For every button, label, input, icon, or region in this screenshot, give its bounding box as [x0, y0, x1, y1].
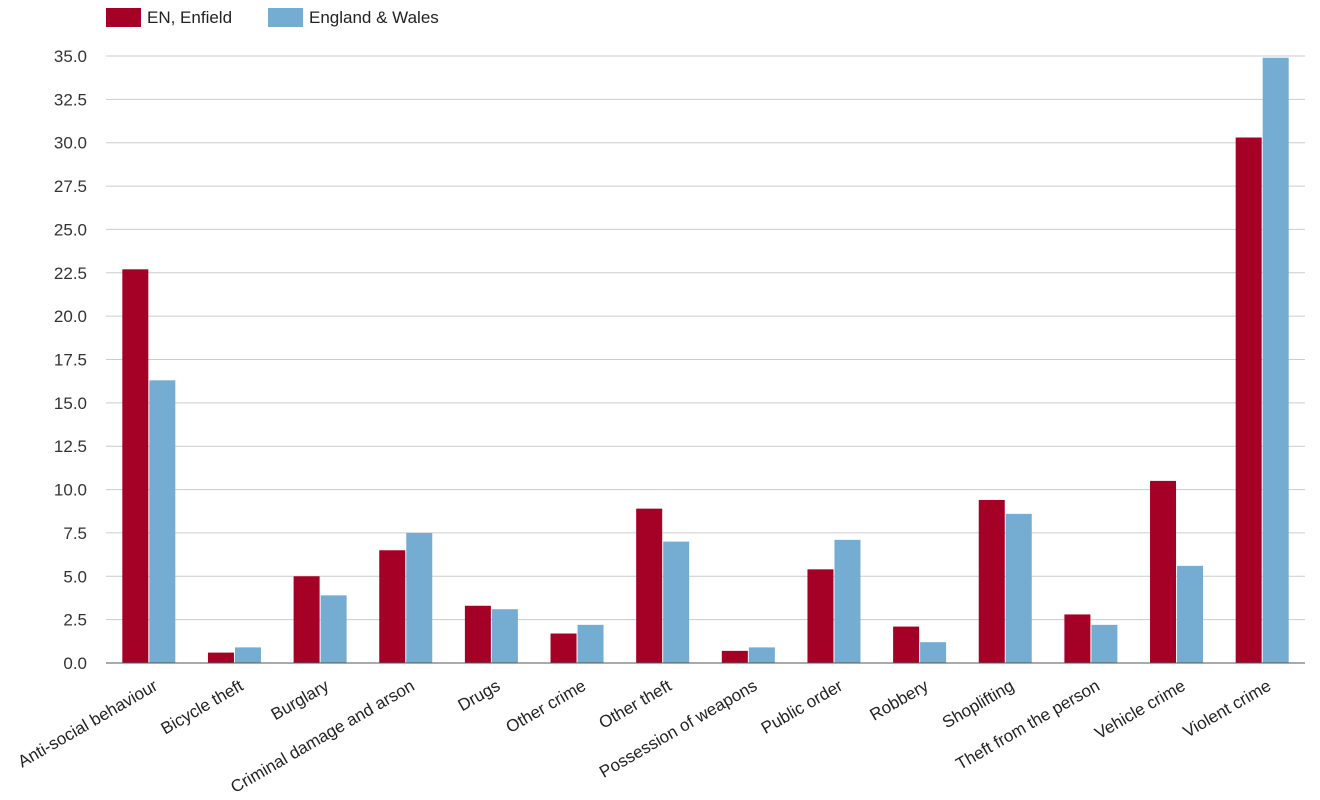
- bar-england-wales[interactable]: [320, 595, 347, 663]
- y-tick-label: 7.5: [63, 524, 87, 543]
- bar-enfield[interactable]: [550, 633, 577, 663]
- y-tick-label: 20.0: [54, 307, 87, 326]
- y-tick-label: 30.0: [54, 134, 87, 153]
- x-tick-label: Bicycle theft: [158, 676, 247, 738]
- x-tick-label: Robbery: [866, 676, 932, 725]
- legend-item[interactable]: EN, Enfield: [106, 8, 232, 27]
- x-tick-label: Violent crime: [1180, 676, 1274, 741]
- y-tick-label: 15.0: [54, 394, 87, 413]
- bar-enfield[interactable]: [1235, 137, 1262, 664]
- bar-enfield[interactable]: [464, 605, 491, 663]
- bar-enfield[interactable]: [1150, 480, 1177, 663]
- bar-england-wales[interactable]: [1005, 513, 1032, 663]
- y-tick-label: 2.5: [63, 611, 87, 630]
- bar-england-wales[interactable]: [1091, 624, 1118, 663]
- bar-enfield[interactable]: [122, 269, 149, 663]
- x-tick-label: Vehicle crime: [1091, 676, 1188, 743]
- bar-england-wales[interactable]: [577, 624, 604, 663]
- bar-enfield[interactable]: [807, 569, 834, 663]
- x-tick-label: Shoplifting: [939, 676, 1017, 732]
- legend-swatch: [106, 8, 141, 27]
- x-tick-label: Theft from the person: [953, 676, 1103, 774]
- bar-england-wales[interactable]: [1262, 57, 1289, 663]
- bar-enfield[interactable]: [293, 576, 320, 663]
- legend-label: England & Wales: [309, 8, 439, 27]
- bar-england-wales[interactable]: [834, 539, 861, 663]
- bars: [122, 57, 1289, 664]
- x-tick-label: Other theft: [596, 676, 675, 733]
- y-tick-label: 17.5: [54, 351, 87, 370]
- bar-enfield[interactable]: [1064, 614, 1091, 663]
- bar-england-wales[interactable]: [406, 532, 433, 663]
- bar-enfield[interactable]: [207, 652, 234, 663]
- y-tick-label: 22.5: [54, 264, 87, 283]
- bar-enfield[interactable]: [978, 499, 1005, 663]
- legend-item[interactable]: England & Wales: [268, 8, 439, 27]
- bar-enfield[interactable]: [721, 650, 748, 663]
- legend-swatch: [268, 8, 303, 27]
- y-tick-label: 32.5: [54, 90, 87, 109]
- bar-enfield[interactable]: [379, 550, 406, 663]
- x-tick-label: Drugs: [455, 676, 504, 715]
- bar-england-wales[interactable]: [491, 609, 518, 663]
- y-tick-label: 25.0: [54, 220, 87, 239]
- bar-england-wales[interactable]: [234, 647, 261, 663]
- y-tick-label: 12.5: [54, 437, 87, 456]
- y-tick-label: 0.0: [63, 654, 87, 673]
- y-axis: 0.0 2.5 5.0 7.5 10.0 12.5 15.0 17.5 20.0 22.5 25.0…: [54, 47, 87, 673]
- y-tick-label: 35.0: [54, 47, 87, 66]
- x-tick-label: Other crime: [503, 676, 589, 737]
- y-tick-label: 27.5: [54, 177, 87, 196]
- x-tick-label: Anti-social behaviour: [15, 676, 161, 772]
- y-tick-label: 5.0: [63, 567, 87, 586]
- bar-enfield[interactable]: [636, 508, 663, 663]
- legend-label: EN, Enfield: [147, 8, 232, 27]
- bar-england-wales[interactable]: [748, 647, 775, 663]
- bar-enfield[interactable]: [893, 626, 920, 663]
- bar-england-wales[interactable]: [149, 380, 176, 663]
- bar-england-wales[interactable]: [663, 541, 690, 663]
- y-tick-label: 10.0: [54, 481, 87, 500]
- x-tick-label: Public order: [758, 676, 846, 738]
- legend: EN, Enfield England & Wales: [106, 8, 439, 27]
- bar-england-wales[interactable]: [1177, 565, 1204, 663]
- gridlines: [106, 55, 1305, 621]
- x-tick-label: Burglary: [268, 676, 333, 724]
- bar-england-wales[interactable]: [920, 642, 947, 663]
- x-tick-label: Possession of weapons: [596, 676, 760, 782]
